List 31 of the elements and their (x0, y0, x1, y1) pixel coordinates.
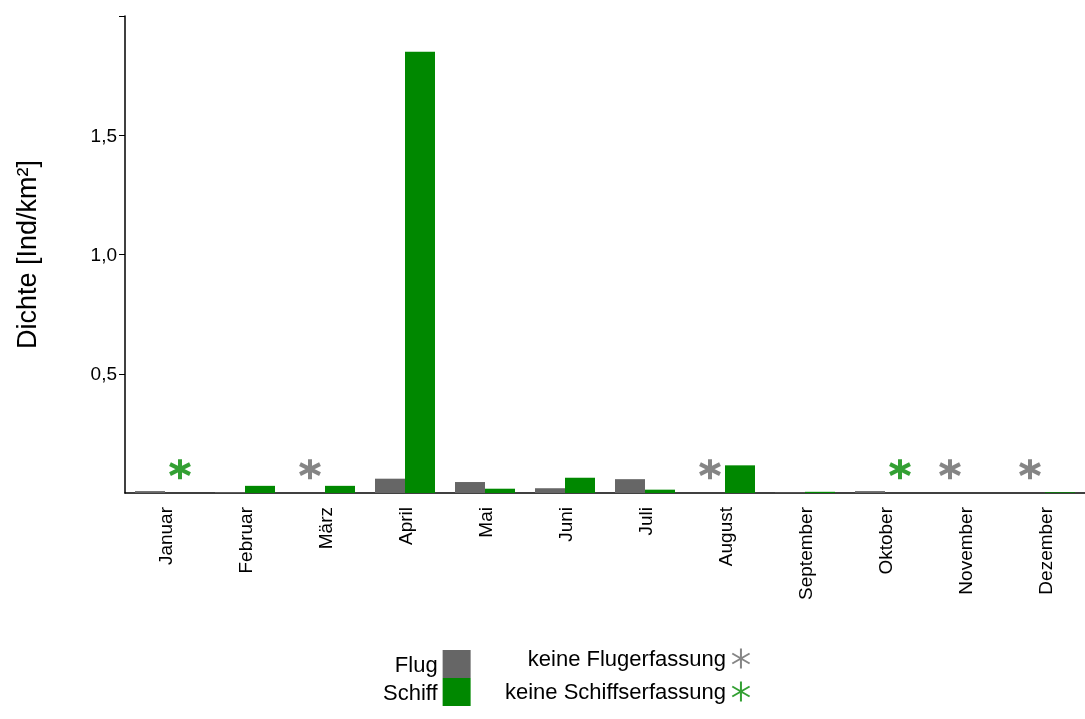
x-tick-label: September (794, 506, 816, 600)
y-tick-label: 1,0 (90, 244, 117, 265)
x-tick-label: Dezember (1034, 506, 1056, 595)
legend-label: Schiff (383, 679, 439, 705)
bar (565, 477, 595, 493)
bar (405, 51, 435, 493)
bar (375, 478, 405, 493)
bar (645, 489, 675, 493)
bar (535, 488, 565, 493)
x-tick-label: März (314, 507, 336, 550)
x-tick-label: November (954, 506, 976, 595)
legend-label: keine Flugerfassung (527, 646, 726, 671)
legend-label: keine Schiffserfassung (504, 679, 726, 704)
x-tick-label: Februar (234, 506, 256, 574)
x-tick-label: August (714, 506, 736, 567)
bar (725, 465, 755, 493)
x-tick-label: Juni (554, 507, 576, 542)
y-tick-label: 0,5 (90, 363, 117, 385)
x-tick-label: April (394, 507, 416, 546)
legend-label: Flug (394, 651, 438, 677)
bar (455, 482, 485, 493)
bar (485, 488, 515, 493)
y-axis-title: Dichte [Ind/km²] (11, 159, 42, 350)
bar (325, 485, 355, 493)
x-tick-label: Juli (634, 507, 656, 536)
bar (615, 479, 645, 493)
bar (245, 485, 275, 493)
x-tick-label: Januar (154, 506, 176, 566)
y-tick-label: 1,5 (90, 124, 117, 146)
x-tick-label: Oktober (874, 506, 896, 575)
x-tick-label: Mai (474, 507, 496, 538)
